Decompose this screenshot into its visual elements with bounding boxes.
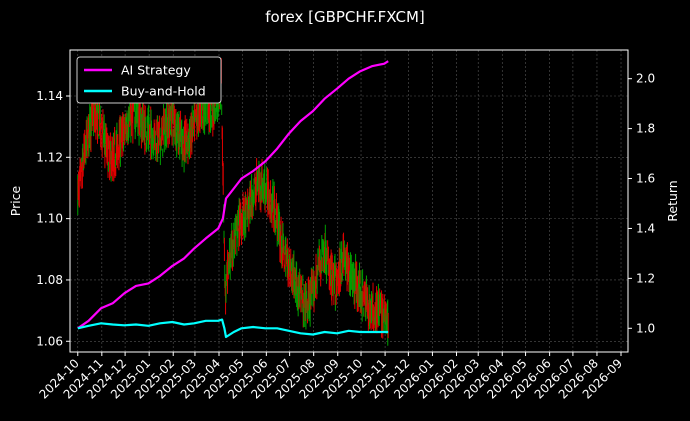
legend-box xyxy=(76,56,222,104)
y-tick-label-right: 2.0 xyxy=(636,72,655,86)
y-tick-label-right: 1.8 xyxy=(636,122,655,136)
legend-label: AI Strategy xyxy=(121,63,191,78)
legend-label: Buy-and-Hold xyxy=(121,84,206,99)
y-tick-label-right: 1.6 xyxy=(636,172,655,186)
y-axis-label-left: Price xyxy=(8,185,23,216)
y-tick-label-right: 1.2 xyxy=(636,271,655,285)
plot-frame xyxy=(69,49,629,353)
y-tick-label-right: 1.4 xyxy=(636,221,655,235)
series-line-ai-strategy xyxy=(77,60,389,330)
y-tick-label-right: 1.0 xyxy=(636,321,655,335)
y-tick-label-left: 1.10 xyxy=(36,212,63,226)
y-tick-label-left: 1.06 xyxy=(36,334,63,348)
y-tick-label-left: 1.14 xyxy=(36,89,63,103)
y-tick-label-left: 1.12 xyxy=(36,150,63,164)
y-axis-label-right: Return xyxy=(665,180,680,221)
y-tick-label-left: 1.08 xyxy=(36,273,63,287)
chart-title: forex [GBPCHF.FXCM] xyxy=(265,8,425,26)
series-line-buy-and-hold xyxy=(77,318,389,339)
